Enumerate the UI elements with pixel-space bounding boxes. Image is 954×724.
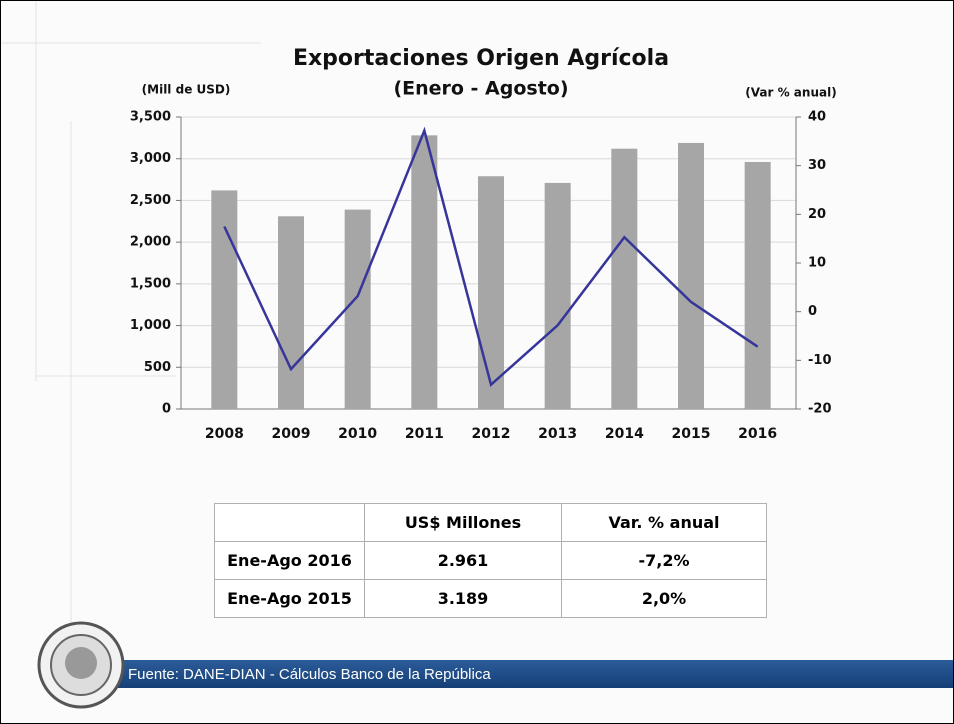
y-tick-label: 2,500 xyxy=(130,193,171,208)
summary-table: US$ Millones Var. % anual Ene-Ago 2016 2… xyxy=(214,503,767,618)
header-cell: Var. % anual xyxy=(561,503,767,542)
y2-tick-label: 40 xyxy=(808,110,826,125)
y-tick-label: 1,500 xyxy=(130,276,171,291)
x-tick-label: 2008 xyxy=(205,426,244,442)
x-tick-label: 2016 xyxy=(738,426,777,442)
y2-tick-label: 10 xyxy=(808,256,826,271)
y-tick-label: 3,500 xyxy=(130,110,171,125)
y-tick-label: 500 xyxy=(144,360,171,375)
x-tick-label: 2013 xyxy=(538,426,577,442)
decor xyxy=(1,1,261,641)
x-tick-label: 2014 xyxy=(605,426,644,442)
y2-axis-label: (Var % anual) xyxy=(745,86,836,100)
row-label: Ene-Ago 2015 xyxy=(214,579,365,618)
y-tick-label: 2,000 xyxy=(130,235,171,250)
chart-title: Exportaciones Origen Agrícola xyxy=(293,46,669,71)
footer-bar: Fuente: DANE-DIAN - Cálculos Banco de la… xyxy=(93,660,953,688)
bar xyxy=(544,182,571,409)
y-axis-label: (Mill de USD) xyxy=(142,83,231,97)
x-tick-label: 2009 xyxy=(272,426,311,442)
cell: 2.961 xyxy=(364,541,562,580)
x-tick-label: 2011 xyxy=(405,426,444,442)
y-tick-label: 0 xyxy=(162,402,171,417)
y-tick-label: 3,000 xyxy=(130,151,171,166)
row-label: Ene-Ago 2016 xyxy=(214,541,365,580)
y2-tick-label: -20 xyxy=(808,402,832,417)
y2-tick-label: -10 xyxy=(808,353,832,368)
y2-tick-label: 0 xyxy=(808,304,817,319)
bar xyxy=(478,176,504,409)
header-cell: US$ Millones xyxy=(364,503,562,542)
x-tick-label: 2010 xyxy=(338,426,377,442)
cell: 2,0% xyxy=(561,579,767,618)
cell: -7,2% xyxy=(561,541,767,580)
chart-subtitle: (Enero - Agosto) xyxy=(393,78,568,100)
logo xyxy=(37,621,125,709)
bar xyxy=(744,161,771,409)
source-note: Fuente: DANE-DIAN - Cálculos Banco de la… xyxy=(128,666,491,683)
y2-tick-label: 20 xyxy=(808,207,826,222)
corner-cell xyxy=(214,503,365,542)
bar xyxy=(411,135,438,409)
bar xyxy=(278,216,304,409)
bar xyxy=(678,142,704,409)
x-tick-label: 2015 xyxy=(672,426,711,442)
bar xyxy=(611,148,638,409)
cell: 3.189 xyxy=(364,579,562,618)
y2-tick-label: 30 xyxy=(808,158,826,173)
y-tick-label: 1,000 xyxy=(130,318,171,333)
bar xyxy=(344,209,371,409)
bar xyxy=(211,190,238,409)
x-tick-label: 2012 xyxy=(472,426,511,442)
line xyxy=(223,126,759,387)
